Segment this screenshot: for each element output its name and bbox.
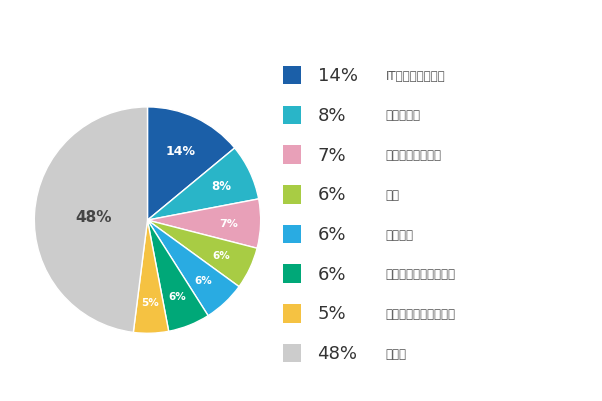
Text: 5%: 5% xyxy=(318,305,346,323)
Text: 8%: 8% xyxy=(318,107,346,125)
Text: 電気・電子・精密機器: 電気・電子・精密機器 xyxy=(386,267,456,281)
Text: 14%: 14% xyxy=(166,145,195,158)
Text: 現時点で、最も志望している「業種」は?: 現時点で、最も志望している「業種」は? xyxy=(52,16,218,30)
Text: 商社: 商社 xyxy=(386,188,400,201)
Text: その他: その他 xyxy=(386,347,407,360)
FancyBboxPatch shape xyxy=(6,53,596,397)
Wedge shape xyxy=(147,221,208,332)
Text: 14%: 14% xyxy=(318,67,358,85)
Text: 銀行・証券: 銀行・証券 xyxy=(386,109,421,122)
Bar xyxy=(284,225,301,244)
Text: 薬品・化粧品・日用品: 薬品・化粧品・日用品 xyxy=(386,307,456,320)
Text: 8%: 8% xyxy=(211,180,231,192)
Text: 6%: 6% xyxy=(213,250,230,260)
Bar xyxy=(284,146,301,164)
Text: 48%: 48% xyxy=(75,210,111,225)
Text: 6%: 6% xyxy=(194,275,212,285)
Text: コンサル: コンサル xyxy=(386,228,414,241)
Wedge shape xyxy=(133,221,169,334)
Text: IT・ソフトウェア: IT・ソフトウェア xyxy=(386,69,445,82)
Text: 食品・製菓・飲料: 食品・製菓・飲料 xyxy=(386,149,442,162)
Wedge shape xyxy=(147,149,259,221)
Bar xyxy=(284,265,301,284)
Wedge shape xyxy=(147,221,239,316)
Text: 6%: 6% xyxy=(318,265,346,283)
Text: 6%: 6% xyxy=(169,291,187,301)
Bar xyxy=(284,304,301,323)
Text: 7%: 7% xyxy=(220,218,238,228)
Wedge shape xyxy=(34,107,147,332)
Text: 48%: 48% xyxy=(318,344,358,362)
Text: Q: Q xyxy=(8,11,28,35)
Text: 6%: 6% xyxy=(318,186,346,204)
Text: 6%: 6% xyxy=(318,225,346,243)
Wedge shape xyxy=(147,221,257,287)
Bar xyxy=(284,67,301,85)
Bar xyxy=(284,186,301,204)
Text: 5%: 5% xyxy=(141,297,159,307)
Wedge shape xyxy=(147,107,235,221)
Wedge shape xyxy=(147,199,261,249)
Bar xyxy=(284,106,301,125)
Text: 7%: 7% xyxy=(318,146,346,164)
Bar xyxy=(284,344,301,363)
